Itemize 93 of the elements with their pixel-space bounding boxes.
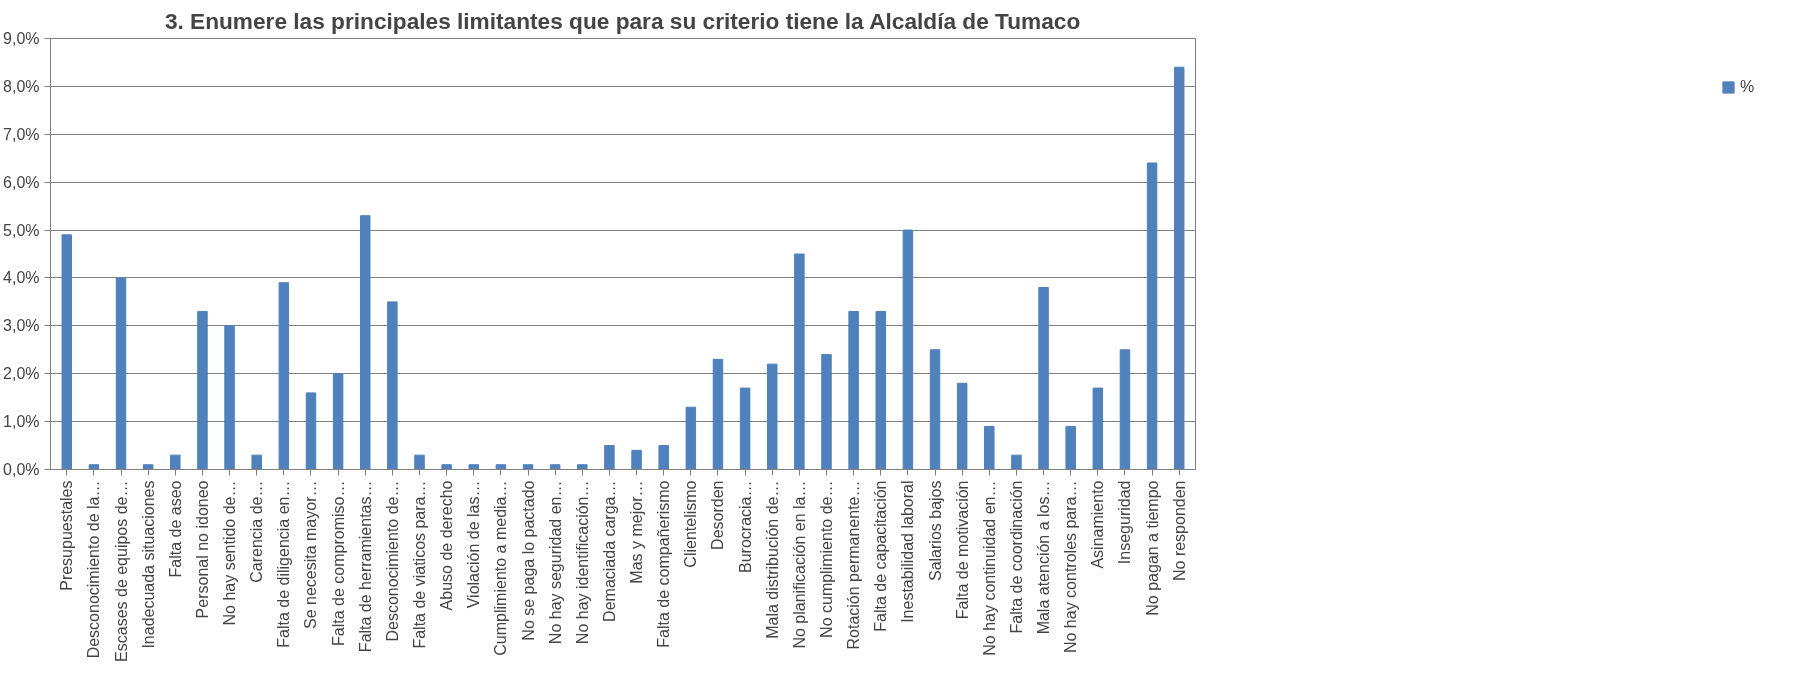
bar xyxy=(577,464,588,470)
x-tick-label: No responden xyxy=(1170,480,1188,582)
y-tick-label: 6,0% xyxy=(3,173,40,191)
x-tick-label: Mala distribución de… xyxy=(763,480,781,639)
x-tick-label: Falta de coordinación xyxy=(1007,480,1025,634)
y-tick-label: 5,0% xyxy=(3,221,40,239)
x-tick-label: Personal no idoneo xyxy=(193,480,211,619)
bar xyxy=(1038,287,1049,470)
bar xyxy=(604,445,615,470)
x-tick-label: Carencia de… xyxy=(248,480,266,583)
bar xyxy=(170,454,181,470)
bar xyxy=(251,454,262,470)
bar xyxy=(984,425,995,470)
x-tick-label: Escases de equipos de… xyxy=(112,480,130,662)
bar xyxy=(61,234,73,470)
bar xyxy=(875,310,887,470)
bar xyxy=(902,229,914,470)
x-tick-label: Clientelismo xyxy=(682,480,700,568)
bar xyxy=(1011,454,1022,470)
y-tick-label: 1,0% xyxy=(3,413,40,431)
x-tick-label: Mala atención a los… xyxy=(1035,480,1053,635)
x-tick-label: Inadecuada situaciones xyxy=(139,480,157,649)
y-tick-label: 8,0% xyxy=(3,77,40,95)
y-tick-label: 0,0% xyxy=(3,461,40,478)
y-tick-label: 9,0% xyxy=(3,30,40,47)
bar xyxy=(387,301,398,470)
bar xyxy=(305,392,317,470)
x-tick-label: Salarios bajos xyxy=(926,480,944,581)
x-tick-label: Falta de herramientas… xyxy=(356,480,374,653)
x-tick-label: Falta de compromiso… xyxy=(329,480,347,646)
x-tick-label: Desconocimiento de… xyxy=(383,480,401,642)
bar xyxy=(685,406,697,470)
x-tick-label: No cumplimiento de… xyxy=(818,480,835,638)
bar xyxy=(1092,387,1104,470)
bar xyxy=(929,349,941,470)
x-tick-label: No se paga lo pactado xyxy=(519,480,537,641)
legend-label: % xyxy=(1740,78,1756,96)
x-tick-label: Demaciada carga… xyxy=(600,480,618,622)
x-tick-label: Cumplimiento a media… xyxy=(492,480,510,656)
x-tick-label: No hay sentido de… xyxy=(221,480,239,626)
x-tick-label: Burocracia… xyxy=(736,480,754,573)
bar xyxy=(549,464,561,470)
x-tick-label: Abuso de derecho xyxy=(438,480,456,611)
x-tick-label: Desorden xyxy=(709,480,727,550)
x-tick-label: No hay identificación… xyxy=(573,480,591,645)
x-tick-label: Mas y mejor… xyxy=(628,480,646,584)
y-tick-label: 7,0% xyxy=(3,125,40,143)
x-tick-label: Falta de compañerismo xyxy=(655,480,673,648)
bar xyxy=(658,445,669,470)
x-tick-label: Se necesita mayor… xyxy=(302,480,320,630)
x-tick-label: Inseguridad xyxy=(1116,480,1134,565)
bar xyxy=(142,464,154,470)
bar xyxy=(712,358,724,470)
bar xyxy=(739,387,751,470)
bar xyxy=(441,464,452,470)
x-tick-label: No hay seguridad en… xyxy=(546,480,564,645)
x-tick-label: Inestabilidad laboral xyxy=(899,480,917,623)
x-tick-label: No planificación en la… xyxy=(790,480,808,649)
chart-title: 3. Enumere las principales limitantes que para su criterio tiene la Alcaldía de Tumaco xyxy=(164,7,1081,34)
bar xyxy=(1065,425,1076,470)
y-tick-label: 4,0% xyxy=(3,269,40,287)
bar xyxy=(794,253,805,470)
bar xyxy=(1173,66,1185,470)
x-tick-label: No pagan a tiempo xyxy=(1143,480,1161,616)
x-tick-label: Presupuestales xyxy=(58,480,76,591)
x-tick-label: Falta de capacitación xyxy=(872,480,890,632)
x-tick-label: Rotación permanente… xyxy=(845,480,863,650)
bar xyxy=(278,282,290,470)
bar xyxy=(115,277,127,470)
x-tick-label: Falta de aseo xyxy=(166,480,184,578)
bar xyxy=(468,464,480,470)
x-tick-label: Desconocimiento de la… xyxy=(85,480,103,659)
bar xyxy=(224,325,235,470)
bar xyxy=(1146,162,1158,470)
bar xyxy=(1119,349,1131,470)
bar xyxy=(631,449,642,470)
x-tick-label: Violación de las… xyxy=(465,480,483,609)
x-tick-label: Asinamiento xyxy=(1089,480,1107,569)
bar xyxy=(332,373,344,470)
x-tick-label: Falta de diligencia en… xyxy=(275,480,293,648)
bar xyxy=(359,215,371,470)
bar xyxy=(848,310,859,470)
x-tick-label: Falta de viaticos para… xyxy=(411,480,429,649)
bar xyxy=(766,363,778,470)
bar xyxy=(956,382,968,470)
x-tick-label: No hay continuidad en… xyxy=(980,480,998,656)
y-tick-label: 3,0% xyxy=(3,317,40,335)
bar xyxy=(414,454,425,470)
bar xyxy=(197,310,208,470)
x-tick-label: Falta de motivación xyxy=(953,480,971,620)
x-tick-label: No hay controles para… xyxy=(1062,480,1080,654)
y-tick-label: 2,0% xyxy=(3,365,40,383)
bar xyxy=(821,354,832,470)
